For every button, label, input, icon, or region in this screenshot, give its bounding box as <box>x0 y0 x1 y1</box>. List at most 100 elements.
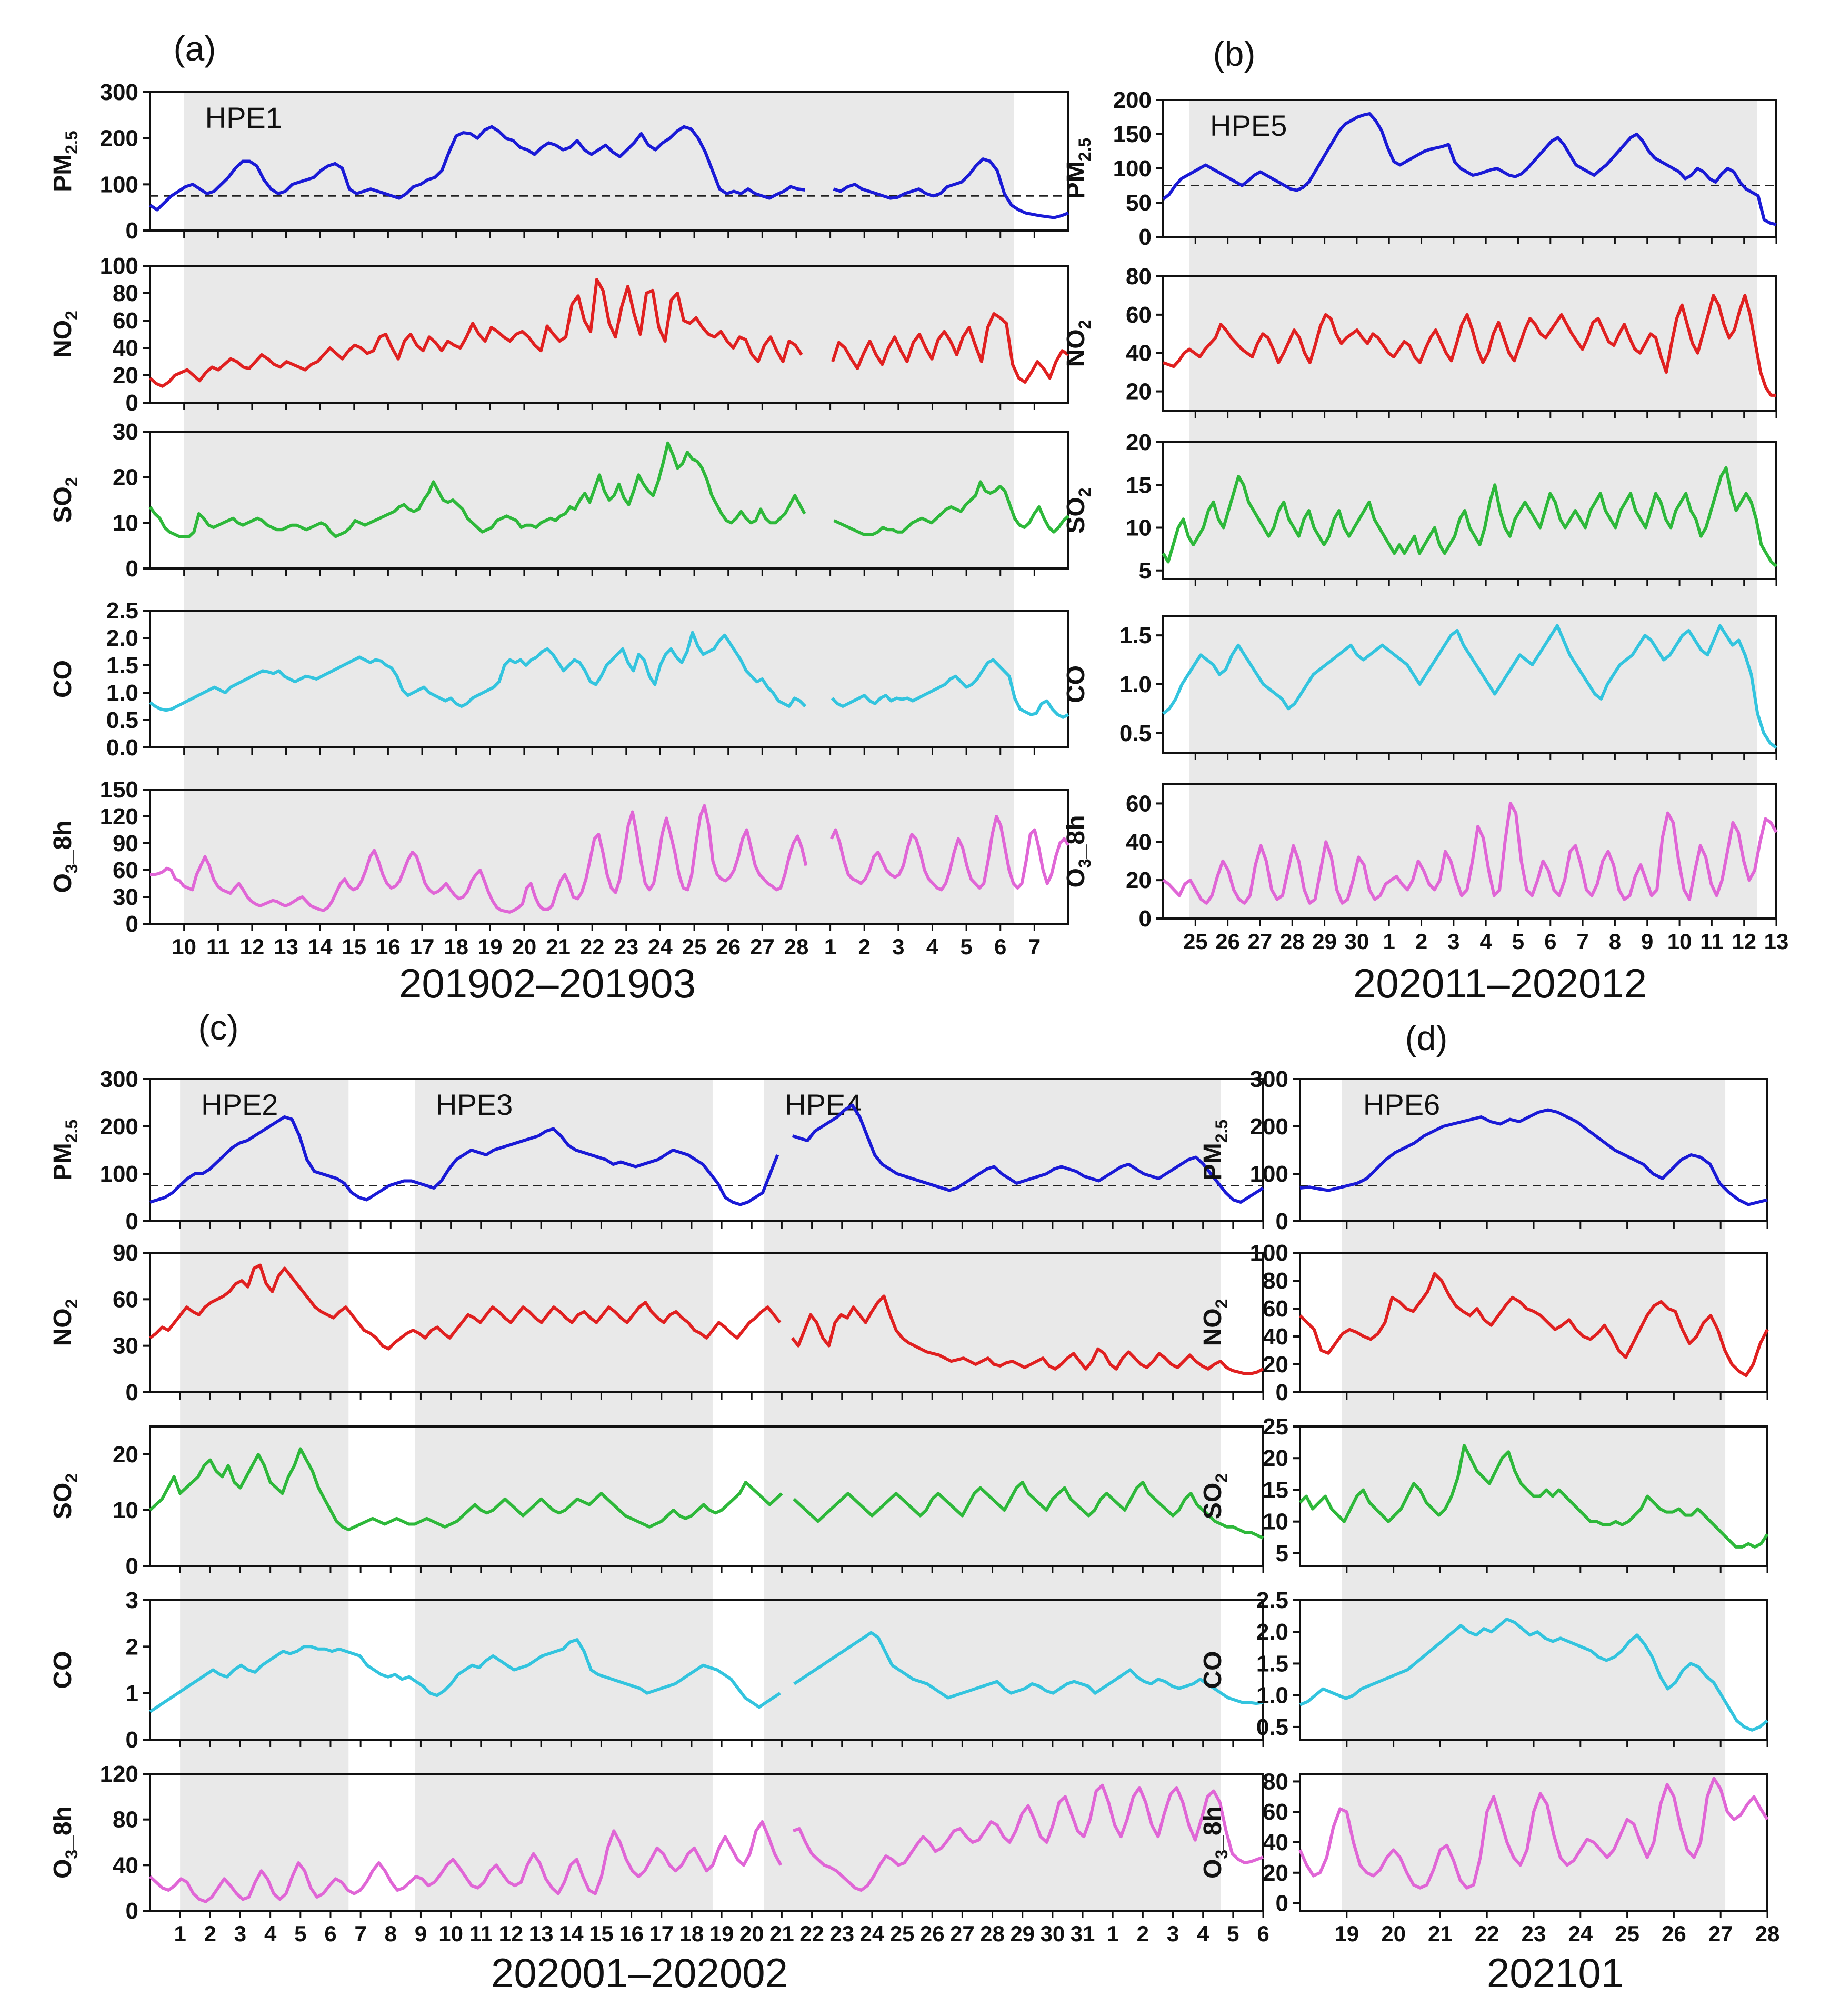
x-tick-label: 23 <box>829 1921 854 1946</box>
x-tick-label: 1 <box>1383 929 1395 954</box>
x-tick-label: 18 <box>444 934 468 959</box>
y-tick-label: 30 <box>113 419 138 445</box>
y-tick-label: 1.0 <box>106 680 138 706</box>
series-SO2-line <box>1298 1444 1769 1549</box>
x-tick-label: 4 <box>1197 1921 1209 1946</box>
plot-frame <box>149 610 1069 748</box>
y-tick-label: 10 <box>113 510 138 536</box>
y-tick-label: 80 <box>1263 1268 1288 1294</box>
y-tick-label: 0 <box>126 556 138 582</box>
y-tick-label: 1 <box>126 1681 138 1706</box>
episode-shading <box>1189 100 1757 919</box>
y-axis-label: SO2 <box>49 477 81 523</box>
y-tick-label: 60 <box>1126 791 1152 816</box>
y-axis-label: O3_8h <box>1199 1806 1231 1879</box>
x-tick-label: 2 <box>1415 929 1427 954</box>
y-tick-label: 1.0 <box>1119 672 1152 697</box>
x-tick-label: 6 <box>1257 1921 1269 1946</box>
x-tick-label: 9 <box>1641 929 1653 954</box>
x-tick-label: 21 <box>546 934 571 959</box>
y-axis-label: CO <box>49 1651 77 1689</box>
x-tick-label: 3 <box>1447 929 1459 954</box>
y-tick-label: 150 <box>1113 122 1152 147</box>
plot-frame <box>149 91 1069 232</box>
episode-shading <box>415 1079 713 1911</box>
x-tick-label: 4 <box>926 934 939 959</box>
plot-frame <box>149 1599 1264 1741</box>
y-tick-label: 60 <box>1263 1296 1288 1322</box>
y-tick-label: 0 <box>1139 224 1152 250</box>
series-SO2-plot: 0 10 20 SO2 <box>49 1425 1264 1579</box>
chart-panel-d: (d)2021010100200300PM2.5HPE6020406080100… <box>1199 1019 1779 1996</box>
y-tick-label: 60 <box>113 1286 138 1312</box>
y-tick-label: 40 <box>1126 341 1152 366</box>
chart-panel-b: (b)202011–202012050100150200PM2.5HPE5204… <box>1062 34 1788 1006</box>
series-PM25-line <box>1162 112 1777 226</box>
y-tick-label: 0 <box>1276 1209 1288 1234</box>
plot-frame <box>149 265 1069 404</box>
y-axis-label: NO2 <box>49 1299 81 1346</box>
x-tick-label: 20 <box>739 1921 764 1946</box>
x-tick-label: 16 <box>376 934 401 959</box>
series-PM25-plot: 0 100 200 300 PM2.5 HPE2 HPE3 HPE4 <box>49 1066 1264 1234</box>
x-tick-label: 28 <box>1280 929 1305 954</box>
y-tick-label: 20 <box>113 363 138 388</box>
x-tick-label: 8 <box>1609 929 1621 954</box>
series-SO2-line <box>1162 466 1777 567</box>
x-tick-label: 19 <box>1334 1921 1359 1946</box>
x-tick-label: 13 <box>529 1921 554 1946</box>
y-tick-label: 100 <box>100 1161 138 1187</box>
y-tick-label: 200 <box>100 126 138 152</box>
episode-label: HPE5 <box>1210 109 1287 142</box>
y-tick-label: 90 <box>113 831 138 856</box>
episode-label: HPE3 <box>436 1088 513 1121</box>
y-axis-label: CO <box>49 660 77 698</box>
y-tick-label: 50 <box>1126 190 1152 216</box>
x-tick-label: 10 <box>172 934 196 959</box>
y-axis-label: PM2.5 <box>1062 138 1094 199</box>
y-tick-label: 10 <box>1126 515 1152 541</box>
x-tick-label: 3 <box>1167 1921 1179 1946</box>
x-tick-label: 20 <box>1381 1921 1406 1946</box>
series-CO-line <box>1162 624 1777 750</box>
y-tick-label: 0 <box>126 390 138 416</box>
x-tick-label: 27 <box>750 934 775 959</box>
x-tick-label: 11 <box>206 934 229 959</box>
y-axis-label: SO2 <box>49 1473 81 1519</box>
y-axis-label: PM2.5 <box>49 1120 81 1181</box>
y-tick-label: 0 <box>1139 906 1152 932</box>
y-tick-label: 80 <box>1126 264 1152 290</box>
y-tick-label: 20 <box>1126 430 1152 455</box>
series-PM25-line <box>149 125 1069 219</box>
y-tick-label: 30 <box>113 1333 138 1359</box>
series-NO2-line <box>149 1263 1264 1375</box>
x-tick-label: 30 <box>1041 1921 1065 1946</box>
x-tick-label: 19 <box>478 934 503 959</box>
x-tick-label: 1 <box>824 934 836 959</box>
y-tick-label: 100 <box>1250 1161 1288 1187</box>
series-NO2-plot: 0 30 60 90 NO2 <box>49 1240 1264 1405</box>
x-tick-label: 10 <box>438 1921 463 1946</box>
y-tick-label: 100 <box>1113 156 1152 182</box>
y-tick-label: 200 <box>1250 1114 1288 1140</box>
y-tick-label: 40 <box>113 335 138 361</box>
x-tick-label: 15 <box>342 934 366 959</box>
y-tick-label: 40 <box>113 1852 138 1878</box>
panel-letter: (d) <box>1405 1019 1448 1057</box>
x-tick-label: 2 <box>858 934 871 959</box>
x-tick-label: 23 <box>614 934 638 959</box>
series-NO2-line <box>149 278 1069 388</box>
y-tick-label: 1.5 <box>1119 623 1152 648</box>
y-tick-label: 120 <box>100 804 138 830</box>
x-tick-label: 16 <box>619 1921 644 1946</box>
panel-letter: (b) <box>1213 34 1256 73</box>
series-SO2-line <box>148 441 1070 538</box>
episode-label: HPE4 <box>785 1088 862 1121</box>
x-tick-label: 27 <box>950 1921 975 1946</box>
y-tick-label: 60 <box>113 857 138 883</box>
y-axis-label: O3_8h <box>1062 815 1094 888</box>
x-tick-label: 23 <box>1522 1921 1546 1946</box>
y-tick-label: 20 <box>113 465 138 491</box>
